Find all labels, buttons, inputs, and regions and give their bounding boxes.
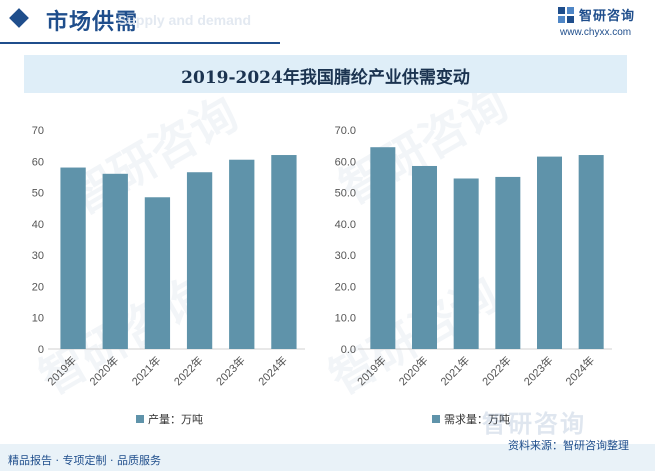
- legend-swatch: [432, 415, 440, 423]
- brand-logo-icon: [558, 7, 574, 23]
- x-tick-label: 2024年: [562, 353, 597, 388]
- y-tick-label: 40: [32, 219, 44, 231]
- y-tick-label: 30.0: [335, 250, 356, 262]
- bar: [537, 156, 562, 349]
- y-tick-label: 40.0: [335, 219, 356, 231]
- legend-swatch: [136, 415, 144, 423]
- x-tick-label: 2023年: [521, 353, 556, 388]
- y-tick-label: 70: [32, 125, 44, 137]
- bar: [102, 173, 128, 349]
- header-rule: [0, 42, 280, 44]
- x-tick-label: 2019年: [354, 353, 389, 388]
- bar: [412, 165, 437, 349]
- x-tick-label: 2021年: [129, 353, 164, 388]
- legend-label: 产量：万吨: [148, 412, 203, 426]
- x-tick-label: 2020年: [396, 353, 431, 388]
- y-tick-label: 0.0: [341, 344, 356, 356]
- bar: [229, 159, 255, 349]
- y-tick-label: 60.0: [335, 156, 356, 168]
- bar: [453, 178, 479, 349]
- brand-url: www.chyxx.com: [560, 27, 632, 38]
- bar: [186, 172, 213, 349]
- y-tick-label: 0: [38, 344, 44, 356]
- x-tick-label: 2021年: [437, 353, 472, 388]
- x-tick-label: 2023年: [213, 353, 248, 388]
- bar: [60, 167, 86, 349]
- chart-title: 2019-2024年我国腈纶产业供需变动: [181, 68, 470, 88]
- y-tick-label: 20.0: [335, 281, 356, 293]
- y-tick-label: 60: [32, 156, 44, 168]
- y-tick-label: 70.0: [335, 125, 356, 137]
- y-tick-label: 50: [32, 188, 44, 200]
- section-title: 市场供需: [46, 10, 139, 35]
- chart-area: 0 10 20 30 40 50 60 70 2019年 2020年 2021年 2022年 2023年…: [0, 100, 655, 440]
- x-tick-label: 2022年: [171, 353, 206, 388]
- bar: [271, 155, 297, 349]
- header: 市场供需 Supply and demand 智研咨询 www.chyxx.co…: [0, 0, 655, 50]
- brand-name: 智研咨询: [579, 9, 636, 24]
- x-tick-label: 2020年: [86, 353, 121, 388]
- bar: [578, 155, 604, 349]
- diamond-icon: [9, 8, 29, 28]
- footer-bar: [0, 444, 655, 471]
- chart-title-box: 2019-2024年我国腈纶产业供需变动: [24, 55, 627, 93]
- x-tick-label: 2024年: [255, 353, 290, 388]
- y-tick-label: 50.0: [335, 188, 356, 200]
- x-tick-label: 2019年: [44, 353, 79, 388]
- section-subtitle: Supply and demand: [118, 12, 252, 28]
- footer-tagline: 精品报告 · 专项定制 · 品质服务: [8, 454, 161, 467]
- bar: [495, 176, 521, 349]
- y-tick-label: 30: [32, 250, 44, 262]
- x-tick-label: 2022年: [479, 353, 514, 388]
- y-tick-label: 20: [32, 281, 44, 293]
- bar: [144, 197, 171, 349]
- legend-label: 需求量：万吨: [444, 413, 510, 426]
- source-note: 资料来源：智研咨询整理: [508, 439, 629, 452]
- footer-brand-mark: 智研咨询: [482, 410, 586, 438]
- y-tick-label: 10.0: [335, 313, 356, 325]
- bar: [370, 147, 396, 349]
- y-tick-label: 10: [32, 313, 44, 325]
